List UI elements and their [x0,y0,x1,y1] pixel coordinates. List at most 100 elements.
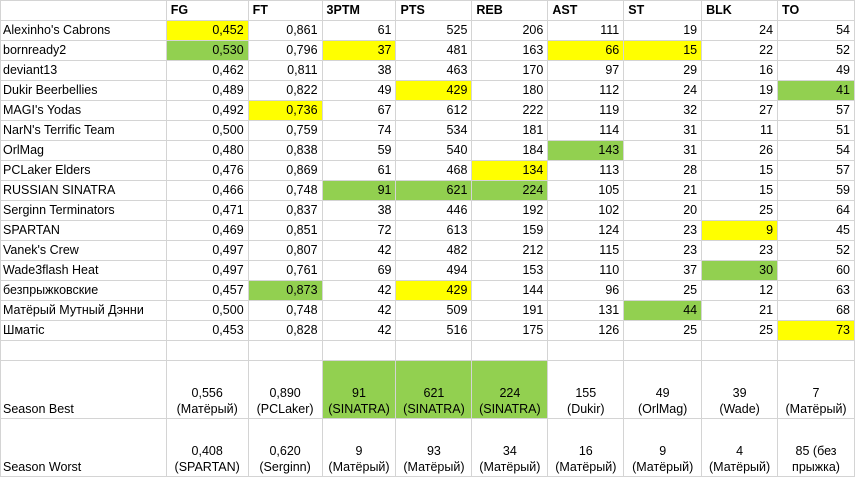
stat-cell-blk: 26 [701,140,779,161]
summary-value: 85 (без [795,444,837,458]
summary-cell-pts: 93 (Матёрый) [395,418,473,477]
stat-cell-to: 68 [777,300,855,321]
summary-value: 93 [426,444,441,458]
summary-cell-st: 49 (OrlMag) [623,360,703,419]
summary-team: (Матёрый) [479,460,541,474]
stat-cell-ast: 115 [547,240,625,261]
team-name: bornready2 [0,40,167,61]
stat-cell-to: 51 [777,120,855,141]
stat-cell-pts: 621 [395,180,473,201]
stat-cell-ft: 0,748 [247,180,323,201]
stat-cell-st: 23 [623,220,703,241]
team-name: Wade3flash Heat [0,260,167,281]
stat-cell-to: 59 [777,180,855,201]
empty-cell [701,340,779,361]
stat-cell-to: 54 [777,20,855,41]
summary-value: 621 [423,386,445,400]
summary-value: 0,408 [191,444,223,458]
summary-value: 39 [732,386,747,400]
stat-cell-pts: 482 [395,240,473,261]
summary-cell-3ptm: 91 (SINATRA) [321,360,397,419]
stat-cell-to: 52 [777,40,855,61]
stat-cell-blk: 15 [701,160,779,181]
stat-cell-blk: 24 [701,20,779,41]
empty-cell [623,340,703,361]
stat-cell-ast: 113 [547,160,625,181]
team-name: deviant13 [0,60,167,81]
summary-cell-ast: 16 (Матёрый) [547,418,625,477]
season-worst-row-label: Season Worst [0,418,167,477]
header-corner [0,0,167,21]
stat-cell-fg: 0,462 [165,60,249,81]
stat-cell-ast: 126 [547,320,625,341]
stat-cell-ast: 124 [547,220,625,241]
summary-value: 91 [352,386,366,400]
stat-cell-3ptm: 61 [321,160,397,181]
stat-cell-to: 45 [777,220,855,241]
team-name: NarN's Terrific Team [0,120,167,141]
table-row: Шматic 0,453 0,828 42 516 175 126 25 25 73 [0,320,855,341]
stat-cell-reb: 192 [471,200,549,221]
stat-cell-ft: 0,796 [247,40,323,61]
summary-team: (Матёрый) [328,460,390,474]
stat-cell-st: 37 [623,260,703,281]
summary-team: (Dukir) [567,402,605,416]
stat-cell-pts: 509 [395,300,473,321]
stat-cell-ft: 0,811 [247,60,323,81]
summary-cell-reb: 34 (Матёрый) [471,418,549,477]
stat-cell-ft: 0,869 [247,160,323,181]
table-row: PCLaker Elders 0,476 0,869 61 468 134 113 28 15 5… [0,160,855,181]
stat-cell-reb: 170 [471,60,549,81]
table-row: Wade3flash Heat 0,497 0,761 69 494 153 110 37 30… [0,260,855,281]
team-name: PCLaker Elders [0,160,167,181]
stat-cell-ft: 0,736 [247,100,323,121]
stat-cell-to: 64 [777,200,855,221]
stat-cell-reb: 222 [471,100,549,121]
stat-cell-3ptm: 59 [321,140,397,161]
summary-cell-blk: 4 (Матёрый) [701,418,779,477]
stat-cell-blk: 11 [701,120,779,141]
stat-cell-fg: 0,492 [165,100,249,121]
stat-cell-pts: 446 [395,200,473,221]
summary-value: 224 [499,386,521,400]
stat-cell-to: 63 [777,280,855,301]
stat-cell-st: 28 [623,160,703,181]
table-row: SPARTAN 0,469 0,851 72 613 159 124 23 9 45 [0,220,855,241]
stat-cell-fg: 0,530 [165,40,249,61]
summary-value: 16 [578,444,593,458]
stat-cell-ast: 110 [547,260,625,281]
stat-cell-blk: 30 [701,260,779,281]
stat-cell-fg: 0,500 [165,120,249,141]
stat-cell-fg: 0,489 [165,80,249,101]
stat-cell-to: 54 [777,140,855,161]
summary-team: (SINATRA) [328,402,390,416]
stat-cell-blk: 23 [701,240,779,261]
stat-cell-to: 41 [777,80,855,101]
summary-team: (Матёрый) [632,460,694,474]
stat-cell-3ptm: 42 [321,320,397,341]
summary-team: (Матёрый) [176,402,238,416]
summary-team: (SINATRA) [479,402,541,416]
summary-cell-fg: 0,408 (SPARTAN) [165,418,249,477]
stat-cell-to: 52 [777,240,855,261]
team-name: Dukir Beerbellies [0,80,167,101]
stat-cell-blk: 21 [701,300,779,321]
stat-cell-reb: 206 [471,20,549,41]
stat-cell-3ptm: 38 [321,60,397,81]
stat-cell-reb: 144 [471,280,549,301]
team-name: MAGI's Yodas [0,100,167,121]
summary-cell-blk: 39 (Wade) [701,360,779,419]
stat-cell-ft: 0,759 [247,120,323,141]
stat-cell-fg: 0,500 [165,300,249,321]
stat-cell-reb: 181 [471,120,549,141]
table-row: Матёрый Мутный Дэнни 0,500 0,748 42 509 191 13… [0,300,855,321]
header-to: TO [777,0,855,21]
stat-cell-3ptm: 42 [321,280,397,301]
header-3ptm: 3PTM [321,0,397,21]
empty-cell [471,340,549,361]
stat-cell-fg: 0,480 [165,140,249,161]
stat-cell-reb: 134 [471,160,549,181]
header-pts: PTS [395,0,473,21]
summary-cell-fg: 0,556 (Матёрый) [165,360,249,419]
